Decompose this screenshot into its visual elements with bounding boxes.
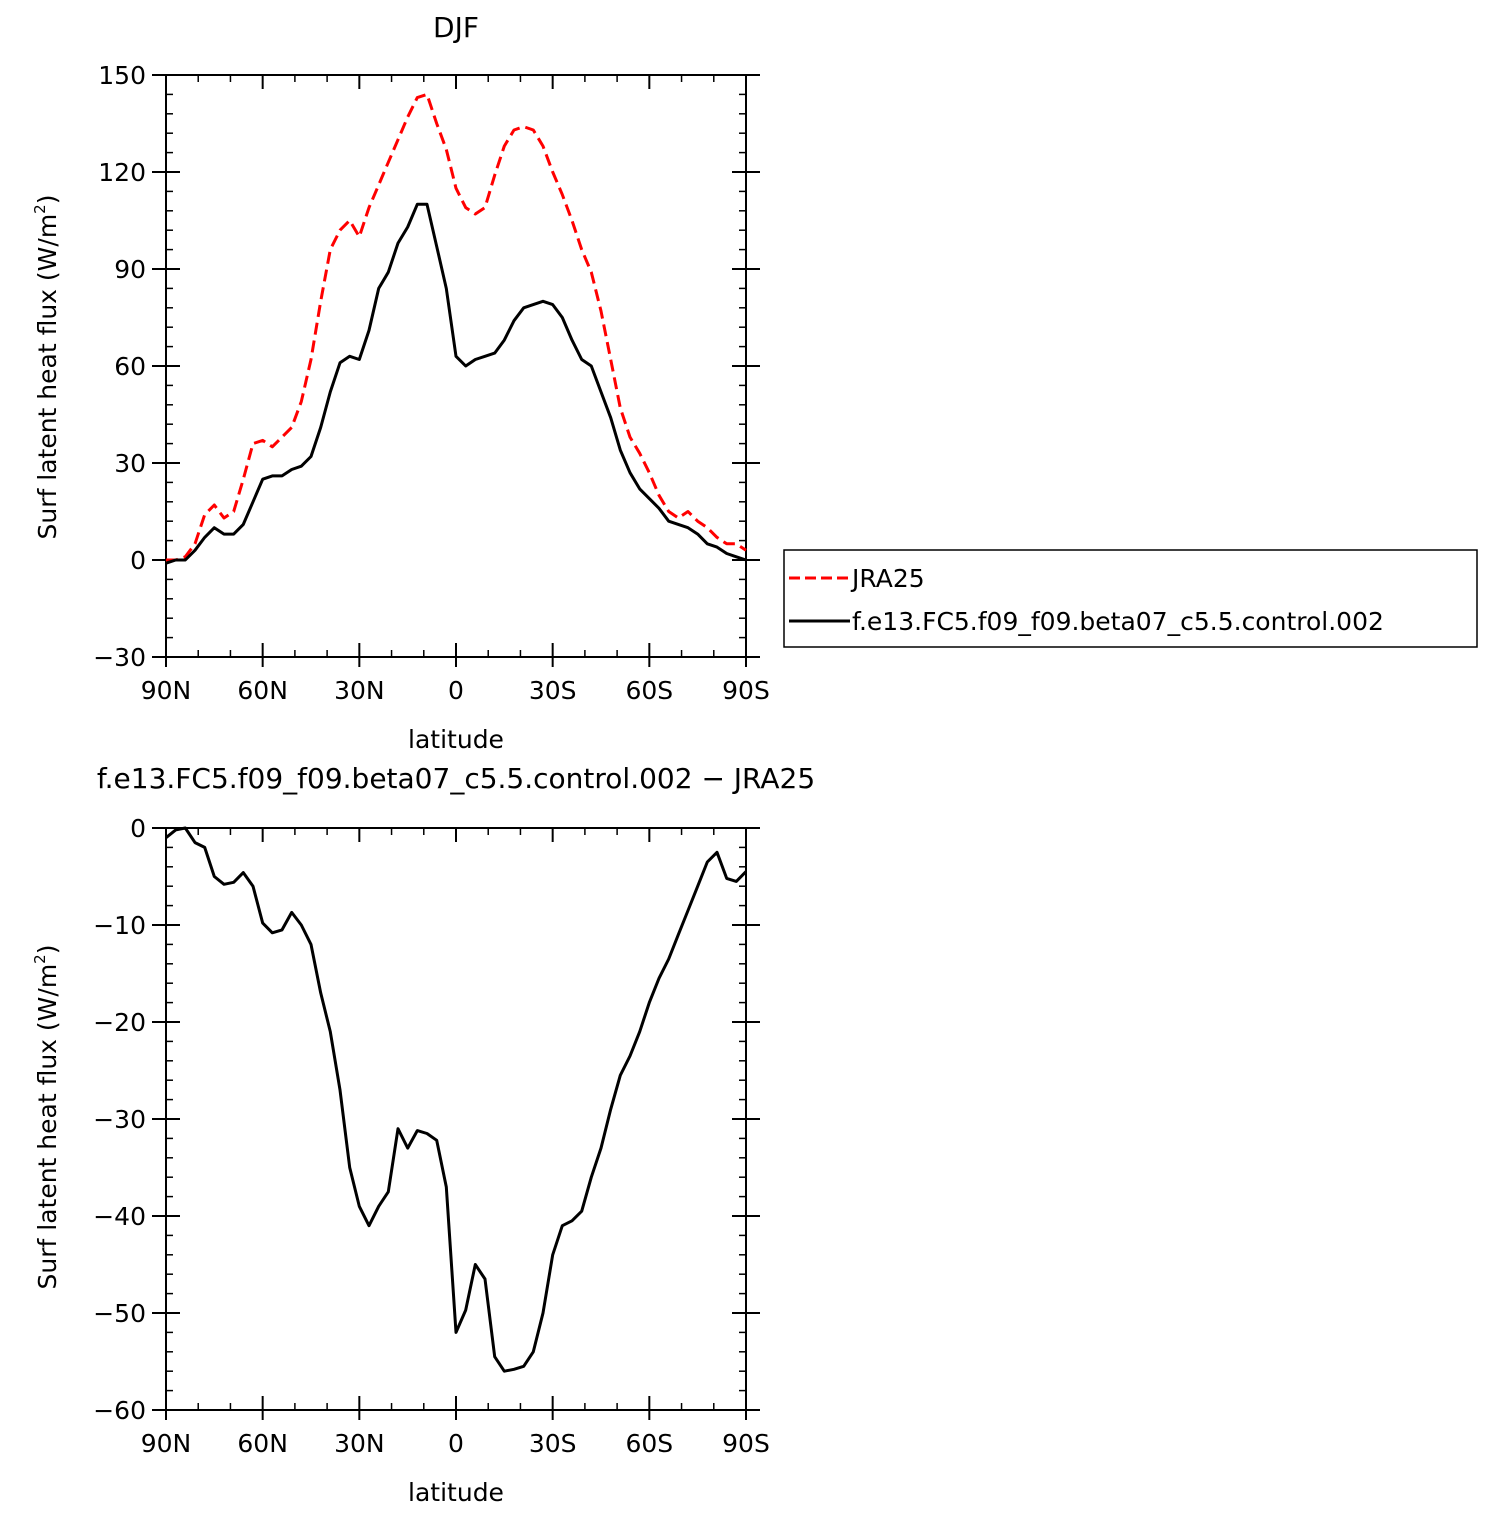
bottom-x-tick-label: 90N xyxy=(141,1429,192,1458)
legend-box xyxy=(783,549,1478,648)
bottom-x-tick-label: 90S xyxy=(722,1429,770,1458)
bottom-y-tick-label: −50 xyxy=(93,1299,146,1328)
top-y-tick-label: 150 xyxy=(98,61,146,90)
y-axis-label-close: ) xyxy=(33,195,62,205)
legend-label-model: f.e13.FC5.f09_f09.beta07_c5.5.control.00… xyxy=(852,607,1384,636)
top-x-tick-label: 0 xyxy=(448,676,464,705)
bottom-series-line-0 xyxy=(165,826,748,1373)
bottom-panel-title: f.e13.FC5.f09_f09.beta07_c5.5.control.00… xyxy=(97,762,815,795)
bottom-x-tick-label: 0 xyxy=(448,1429,464,1458)
bottom-panel-y-axis-label: Surf latent heat flux (W/m2) xyxy=(31,945,62,1290)
top-y-tick-label: 120 xyxy=(98,158,146,187)
legend: JRA25 f.e13.FC5.f09_f09.beta07_c5.5.cont… xyxy=(783,549,1478,648)
y-axis-label-sup: 2 xyxy=(31,954,49,964)
y-axis-label-close: ) xyxy=(33,945,62,955)
bottom-x-tick-label: 30N xyxy=(334,1429,385,1458)
top-x-tick-label: 30N xyxy=(334,676,385,705)
y-axis-label-main: Surf latent heat flux (W/m xyxy=(33,964,62,1290)
top-x-tick-label: 60N xyxy=(237,676,288,705)
top-plot-frame xyxy=(165,74,747,658)
top-panel: DJF Surf latent heat flux (W/m2) latitud… xyxy=(31,11,1478,754)
top-panel-title: DJF xyxy=(433,11,479,44)
bottom-x-tick-label: 60S xyxy=(625,1429,673,1458)
bottom-y-tick-label: 0 xyxy=(130,814,146,843)
legend-label-jra25: JRA25 xyxy=(850,564,925,593)
top-panel-x-axis-label: latitude xyxy=(408,725,504,754)
top-series-line-0 xyxy=(166,92,747,562)
top-y-tick-label: 30 xyxy=(114,449,146,478)
top-x-tick-label: 90S xyxy=(722,676,770,705)
bottom-x-tick-label: 30S xyxy=(529,1429,577,1458)
bottom-y-tick-label: −30 xyxy=(93,1105,146,1134)
bottom-y-tick-label: −60 xyxy=(93,1396,146,1425)
bottom-y-tick-label: −10 xyxy=(93,911,146,940)
bottom-y-tick-label: −40 xyxy=(93,1202,146,1231)
top-y-tick-label: −30 xyxy=(93,643,146,672)
y-axis-label-sup: 2 xyxy=(31,204,49,214)
top-y-tick-label: 90 xyxy=(114,255,146,284)
bottom-y-tick-label: −20 xyxy=(93,1008,146,1037)
top-series-line-1 xyxy=(165,202,747,565)
bottom-panel-x-axis-label: latitude xyxy=(408,1478,504,1507)
y-axis-label-main: Surf latent heat flux (W/m xyxy=(33,214,62,540)
top-y-tick-label: 0 xyxy=(130,546,146,575)
top-panel-y-axis-label: Surf latent heat flux (W/m2) xyxy=(31,195,62,540)
top-x-tick-label: 30S xyxy=(529,676,577,705)
top-y-tick-label: 60 xyxy=(114,352,146,381)
top-x-tick-label: 90N xyxy=(141,676,192,705)
bottom-panel: f.e13.FC5.f09_f09.beta07_c5.5.control.00… xyxy=(31,762,815,1507)
top-x-tick-label: 60S xyxy=(625,676,673,705)
bottom-x-tick-label: 60N xyxy=(237,1429,288,1458)
